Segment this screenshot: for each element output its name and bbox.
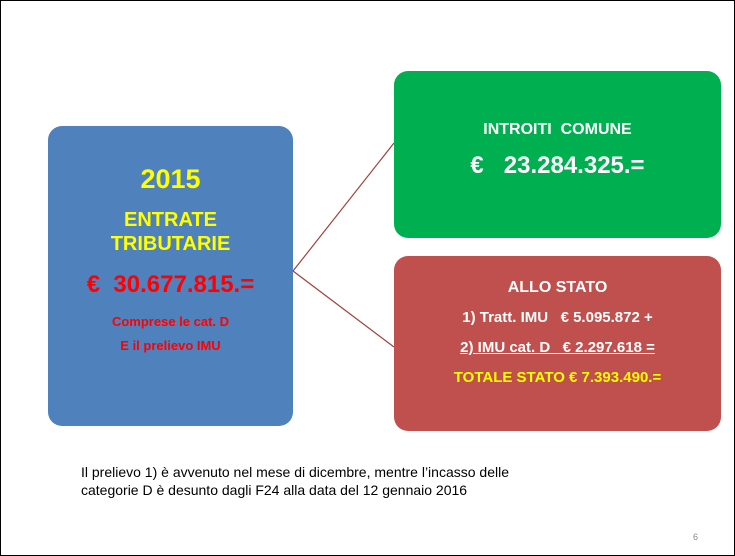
heading: ENTRATE [124,209,217,231]
note: Comprese le cat. D [111,314,230,329]
year: 2015 [140,164,201,194]
bottom-box: ALLO STATO 1) Tratt. IMU € 5.095.872 + 2… [394,256,721,431]
total: TOTALE STATO € 7.393.490.= [453,369,662,386]
connector-line [292,270,395,348]
note: E il prelievo IMU [120,338,221,353]
footer: Il prelievo 1) è avvenuto nel mese di di… [81,463,509,499]
top-box: INTROITI COMUNE € 23.284.325.= [394,71,721,238]
footer-line: categorie D è desunto dagli F24 alla dat… [81,482,468,498]
heading: TRIBUTARIE [110,233,231,255]
amount: € 30.677.815.= [86,271,255,298]
heading: INTROITI COMUNE [483,121,632,138]
heading: ALLO STATO [507,279,608,296]
line: 1) Tratt. IMU € 5.095.872 + [462,309,653,326]
page-number: 6 [693,532,699,542]
line: 2) IMU cat. D € 2.297.618 = [460,339,655,356]
footer-line: Il prelievo 1) è avvenuto nel mese di di… [81,464,509,480]
amount: € 23.284.325.= [470,152,645,179]
connector-line [292,142,395,272]
left-box: 2015 ENTRATE TRIBUTARIE € 30.677.815.= C… [48,126,293,426]
